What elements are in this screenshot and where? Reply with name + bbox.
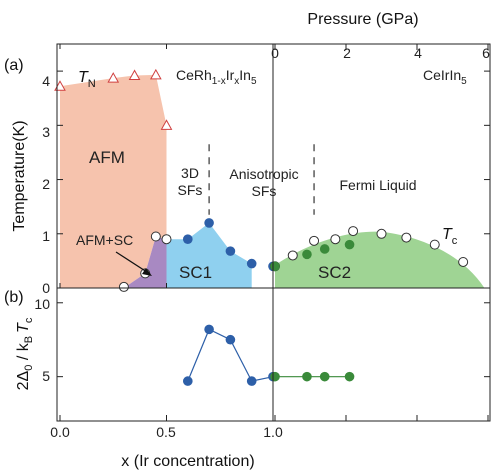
gap-marker-x bbox=[183, 376, 193, 386]
tc-filled-green-marker bbox=[344, 239, 355, 250]
tn-marker bbox=[150, 68, 162, 80]
left-compound-title: CeRh1-xIrxIn5 bbox=[176, 67, 257, 87]
p-tick-4: 4 bbox=[414, 45, 422, 61]
tn-marker bbox=[107, 72, 120, 83]
tc-open-pressure-marker bbox=[429, 239, 440, 250]
panel-a-label: (a) bbox=[4, 57, 24, 74]
tc-open-marker bbox=[161, 234, 172, 245]
afm-sc-label: AFM+SC bbox=[76, 232, 133, 248]
tc-filled-blue-marker bbox=[204, 218, 214, 228]
top-axis-title: Pressure (GPa) bbox=[307, 11, 418, 28]
x-tick-1: 1.0 bbox=[263, 424, 283, 440]
y-tick-3: 3 bbox=[42, 124, 50, 140]
tc-open-pressure-marker bbox=[401, 232, 412, 243]
tc-open-marker bbox=[118, 281, 129, 292]
yb-tick-10: 10 bbox=[34, 296, 50, 312]
tc-open-pressure-marker bbox=[376, 228, 387, 239]
yb-tick-5: 5 bbox=[42, 368, 50, 384]
afm-region bbox=[60, 74, 167, 288]
p-tick-0: 0 bbox=[271, 45, 279, 61]
p-tick-6: 6 bbox=[482, 45, 490, 61]
tc-open-pressure-marker bbox=[330, 234, 341, 245]
x-tick-0: 0.0 bbox=[50, 424, 70, 440]
fermi-liquid-label: Fermi Liquid bbox=[339, 177, 416, 193]
gap-marker-pressure bbox=[270, 371, 280, 382]
tc-label: Tc bbox=[442, 226, 458, 247]
sfs-3d-label-2: SFs bbox=[178, 182, 203, 198]
y-tick-2: 2 bbox=[42, 176, 50, 192]
tc-open-pressure-marker bbox=[348, 226, 359, 237]
y-tick-4: 4 bbox=[42, 73, 50, 89]
y-axis-title: Temperature(K) bbox=[11, 120, 28, 231]
afm-label: AFM bbox=[89, 148, 125, 167]
x-tick-05: 0.5 bbox=[156, 424, 176, 440]
tn-label: TN bbox=[78, 69, 96, 90]
y-axis-title-b: 2Δ0 / kBTc bbox=[15, 317, 35, 390]
y-tick-1: 1 bbox=[42, 228, 50, 244]
gap-marker-pressure bbox=[319, 371, 330, 382]
tc-filled-green-marker bbox=[302, 249, 312, 260]
sfs-3d-label-1: 3D bbox=[181, 165, 199, 181]
afm-sc-region bbox=[123, 236, 167, 288]
tc-filled-blue-marker bbox=[225, 246, 236, 256]
tc-filled-blue-marker bbox=[183, 234, 193, 244]
sc1-label: SC1 bbox=[179, 263, 212, 282]
tn-marker bbox=[160, 119, 173, 130]
y-tick-0: 0 bbox=[42, 280, 50, 296]
gap-marker-x bbox=[204, 324, 214, 335]
gap-marker-x bbox=[225, 334, 236, 345]
right-compound-title: CeIrIn5 bbox=[423, 67, 467, 87]
axis-ticks bbox=[57, 44, 490, 421]
afm-sc-arrowhead bbox=[142, 268, 152, 276]
tc-filled-green-marker bbox=[270, 261, 280, 272]
panel-b-label: (b) bbox=[4, 289, 24, 306]
tc-open-marker bbox=[150, 231, 161, 242]
gap-marker-pressure bbox=[302, 371, 312, 382]
tc-filled-blue-marker bbox=[246, 258, 257, 269]
tc-open-pressure-marker bbox=[309, 235, 320, 246]
p-tick-2: 2 bbox=[343, 45, 351, 61]
crossover-lines bbox=[208, 144, 315, 215]
sc2-label: SC2 bbox=[318, 263, 351, 282]
gap-marker-x bbox=[246, 376, 257, 386]
tc-open-pressure-marker bbox=[287, 250, 298, 261]
x-axis-title: x (Ir concentration) bbox=[121, 453, 254, 470]
anisotropic-label-2: SFs bbox=[252, 183, 277, 199]
afm-sc-arrow bbox=[115, 251, 151, 275]
gap-marker-pressure bbox=[344, 371, 355, 382]
tn-marker bbox=[128, 69, 141, 80]
tc-open-pressure-marker bbox=[458, 256, 469, 267]
tc-filled-green-marker bbox=[319, 244, 330, 254]
anisotropic-label-1: Anisotropic bbox=[229, 166, 298, 182]
